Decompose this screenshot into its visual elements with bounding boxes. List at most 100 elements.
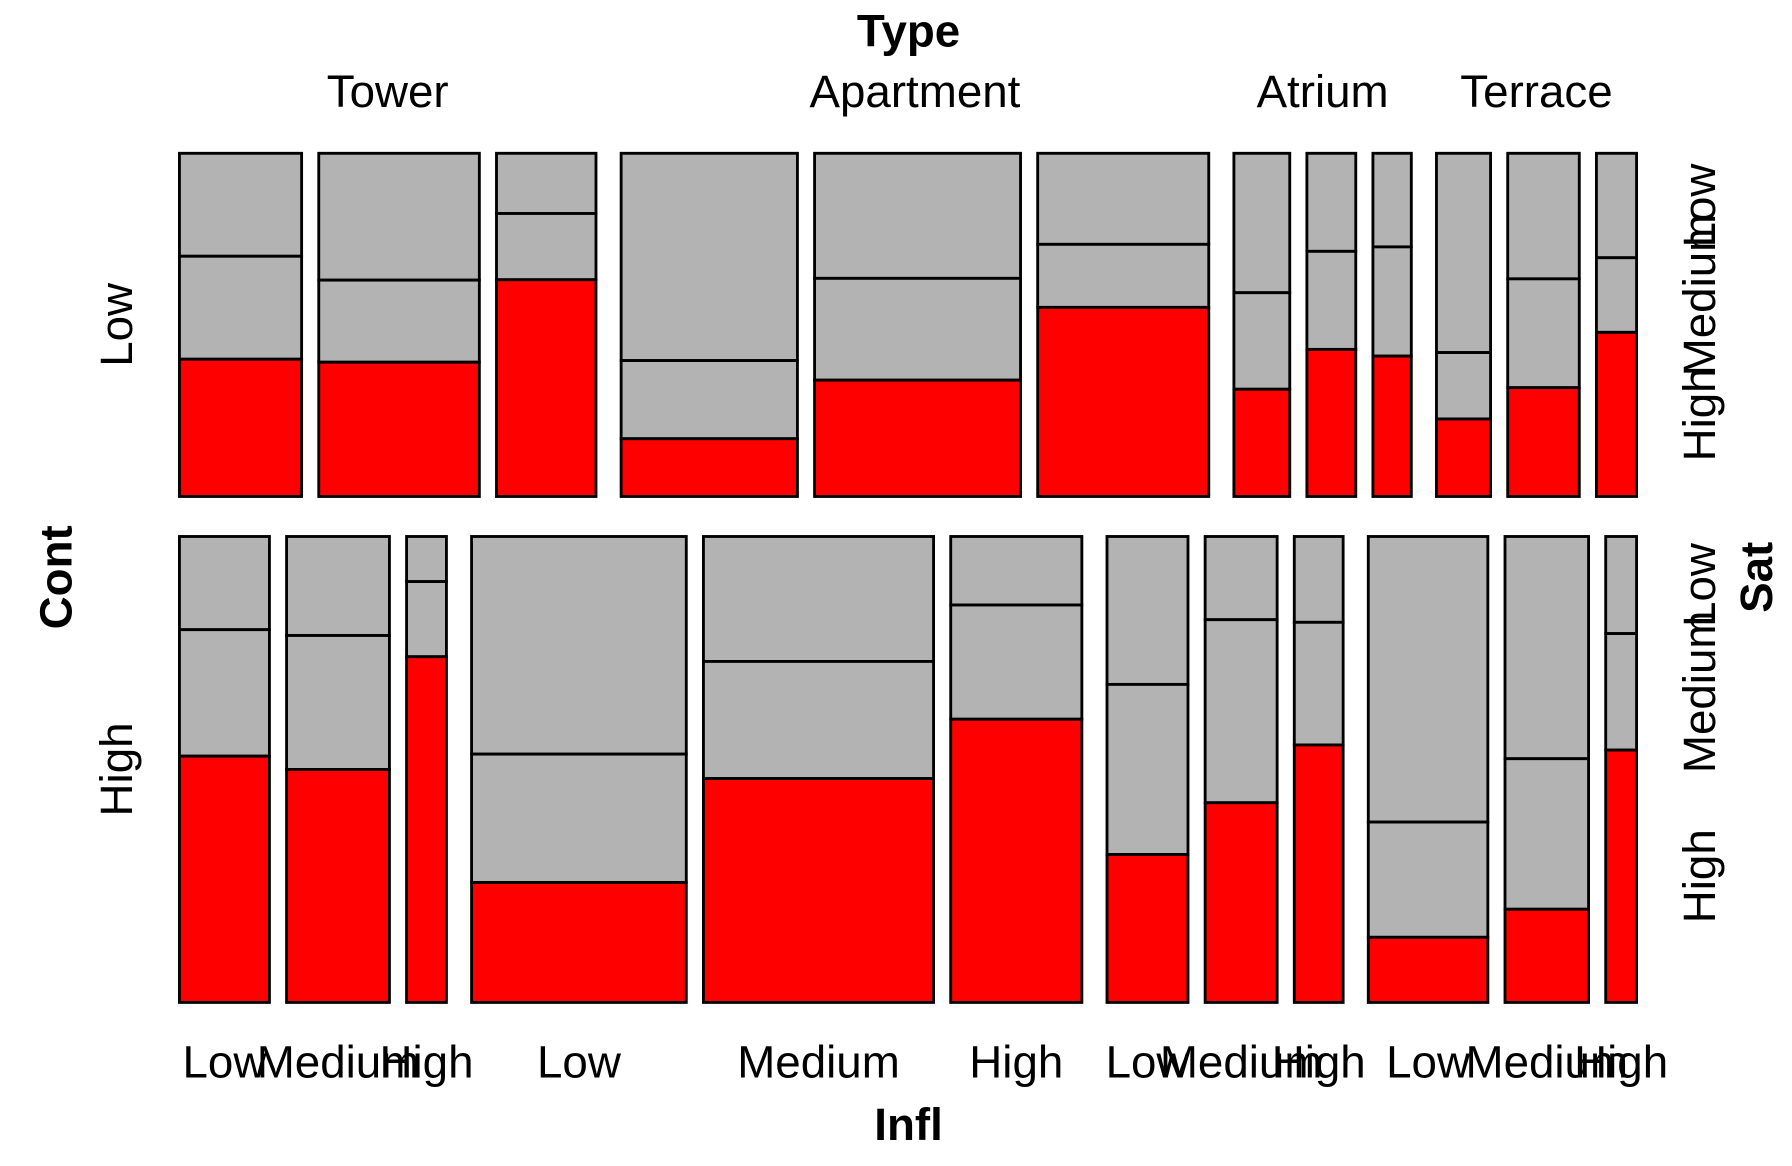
tile	[1594, 151, 1639, 260]
tile	[1506, 277, 1581, 390]
tile	[1371, 354, 1413, 498]
right-title: Sat	[1731, 542, 1782, 613]
tile	[1292, 620, 1345, 747]
tile	[1371, 245, 1413, 358]
tile	[1105, 853, 1190, 1004]
tile	[1604, 632, 1638, 752]
tile	[495, 151, 598, 215]
tile	[1366, 935, 1490, 1004]
tile	[405, 535, 448, 584]
tile	[949, 535, 1084, 607]
tile	[317, 278, 481, 364]
infl-label: Medium	[1160, 1036, 1323, 1087]
sat-label: Medium	[1674, 611, 1725, 774]
infl-label: Medium	[257, 1036, 420, 1087]
type-label: Atrium	[1257, 66, 1389, 117]
tile	[1036, 242, 1211, 309]
infl-label: Low	[537, 1036, 622, 1087]
tile	[1371, 151, 1413, 249]
tile	[1232, 151, 1292, 295]
tile	[1503, 907, 1590, 1004]
type-label: Tower	[327, 66, 449, 117]
infl-label: Low	[1386, 1036, 1471, 1087]
tile	[285, 535, 391, 637]
tile	[1036, 305, 1211, 498]
tile	[1305, 347, 1358, 498]
tile	[813, 378, 1022, 498]
type-label: Terrace	[1460, 66, 1612, 117]
infl-label: Low	[1106, 1036, 1191, 1087]
tile	[1506, 151, 1581, 281]
tile	[1105, 682, 1190, 856]
tile	[470, 881, 688, 1004]
sat-label: High	[1674, 829, 1725, 923]
tile	[813, 151, 1022, 280]
tile	[949, 603, 1084, 721]
tile	[317, 360, 481, 498]
tile	[1232, 291, 1292, 391]
infl-label: High	[969, 1036, 1063, 1087]
tile	[470, 752, 688, 884]
tile	[1366, 820, 1490, 939]
tile	[1203, 535, 1279, 622]
type-label: Apartment	[810, 66, 1021, 117]
tile	[1292, 743, 1345, 1004]
tile	[1435, 417, 1492, 498]
tile	[1503, 535, 1590, 761]
cont-label: Low	[91, 282, 142, 367]
tile	[285, 634, 391, 771]
tile	[1232, 387, 1292, 498]
tile	[619, 151, 799, 362]
tile	[1366, 535, 1490, 824]
infl-label: Medium	[737, 1036, 900, 1087]
tile	[1203, 618, 1279, 805]
y-title: Cont	[31, 525, 82, 629]
tile	[813, 276, 1022, 382]
x-title: Infl	[874, 1099, 943, 1150]
tile	[702, 777, 935, 1004]
tile	[1203, 801, 1279, 1004]
sat-label: Low	[1674, 163, 1725, 248]
tile	[1292, 535, 1345, 624]
tile	[1435, 351, 1492, 421]
tile	[619, 437, 799, 498]
tile	[178, 357, 304, 498]
tile	[1305, 249, 1358, 351]
tile	[1036, 151, 1211, 246]
tile	[178, 628, 271, 758]
tile	[1604, 748, 1638, 1004]
tile	[1604, 535, 1638, 635]
tile	[1594, 256, 1639, 334]
infl-label: High	[380, 1036, 474, 1087]
tile	[495, 212, 598, 282]
tile	[178, 535, 271, 632]
tile	[1594, 330, 1639, 498]
tile	[1105, 535, 1190, 686]
tile	[1435, 151, 1492, 354]
tile	[178, 151, 304, 258]
tile	[619, 359, 799, 441]
sat-label: Low	[1674, 542, 1725, 627]
sat-label: Medium	[1674, 214, 1725, 377]
sat-label: High	[1674, 367, 1725, 461]
infl-label: Low	[183, 1036, 268, 1087]
top-title: Type	[857, 6, 960, 57]
infl-label: High	[1272, 1036, 1366, 1087]
tile	[405, 655, 448, 1004]
tile	[178, 754, 271, 1004]
cont-label: High	[91, 722, 142, 816]
tile	[1506, 386, 1581, 498]
tile	[1503, 757, 1590, 911]
infl-label: Medium	[1466, 1036, 1629, 1087]
tile	[178, 254, 304, 361]
tile	[285, 768, 391, 1004]
tile	[1305, 151, 1358, 253]
tile	[470, 535, 688, 756]
tile	[949, 717, 1084, 1004]
tile	[702, 660, 935, 780]
tile	[495, 278, 598, 498]
tile	[317, 151, 481, 282]
infl-label: High	[1574, 1036, 1668, 1087]
tile	[405, 580, 448, 659]
